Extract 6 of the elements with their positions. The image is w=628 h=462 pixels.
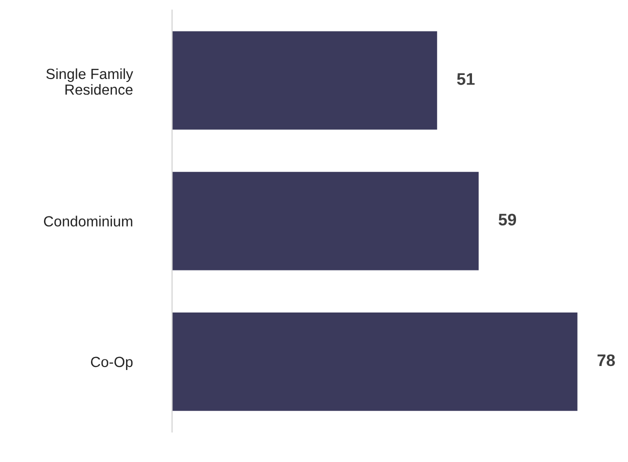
data-label: 78	[598, 354, 615, 366]
data-label: 51	[457, 73, 475, 85]
y-tick-label: Single Family Residence	[46, 68, 134, 95]
y-tick-label: Condominium	[44, 216, 132, 226]
y-tick-label: Co-Op	[90, 356, 133, 370]
data-label: 59	[498, 214, 516, 226]
